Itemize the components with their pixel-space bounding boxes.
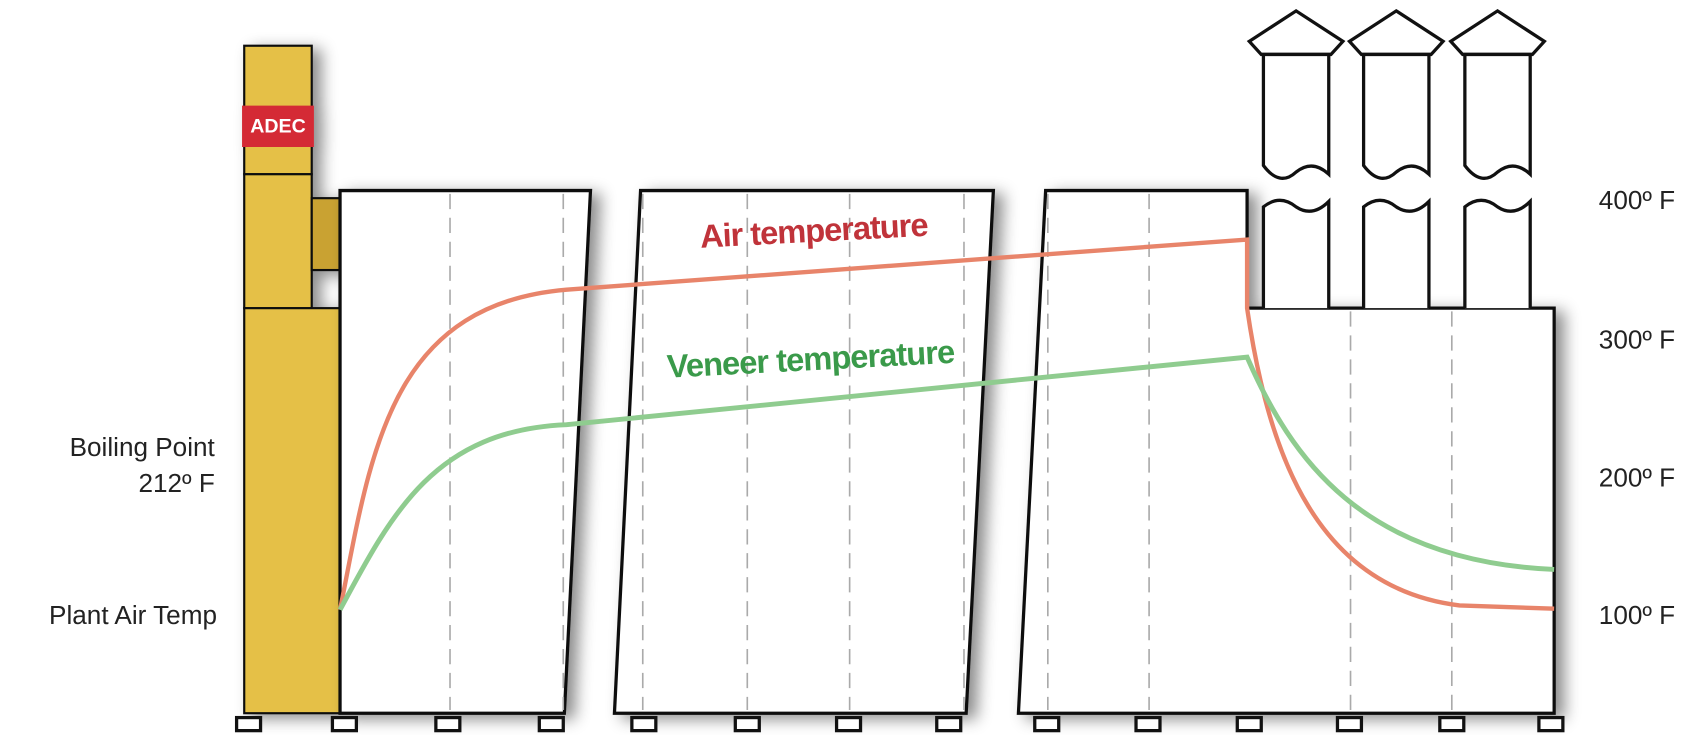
equipment-label: ADEC: [250, 116, 306, 138]
feet: [234, 715, 1565, 733]
temp-scale-label: 300º F: [1599, 324, 1675, 354]
plant-air-label: Plant Air Temp: [49, 600, 217, 630]
section-dividers: [449, 193, 1453, 710]
cooling-fans: [1246, 8, 1546, 310]
boiling-label: Boiling Point: [70, 432, 216, 462]
temp-scale-label: 100º F: [1599, 600, 1675, 630]
temp-scale-label: 400º F: [1599, 185, 1675, 215]
temp-scale-label: 200º F: [1599, 463, 1675, 493]
adec-tower: [242, 44, 342, 715]
boiling-temp: 212º F: [138, 468, 214, 498]
veneer-temp-curve: [337, 354, 1555, 611]
dryer-sections: [338, 188, 1556, 715]
air-temp-curve: [337, 237, 1555, 611]
